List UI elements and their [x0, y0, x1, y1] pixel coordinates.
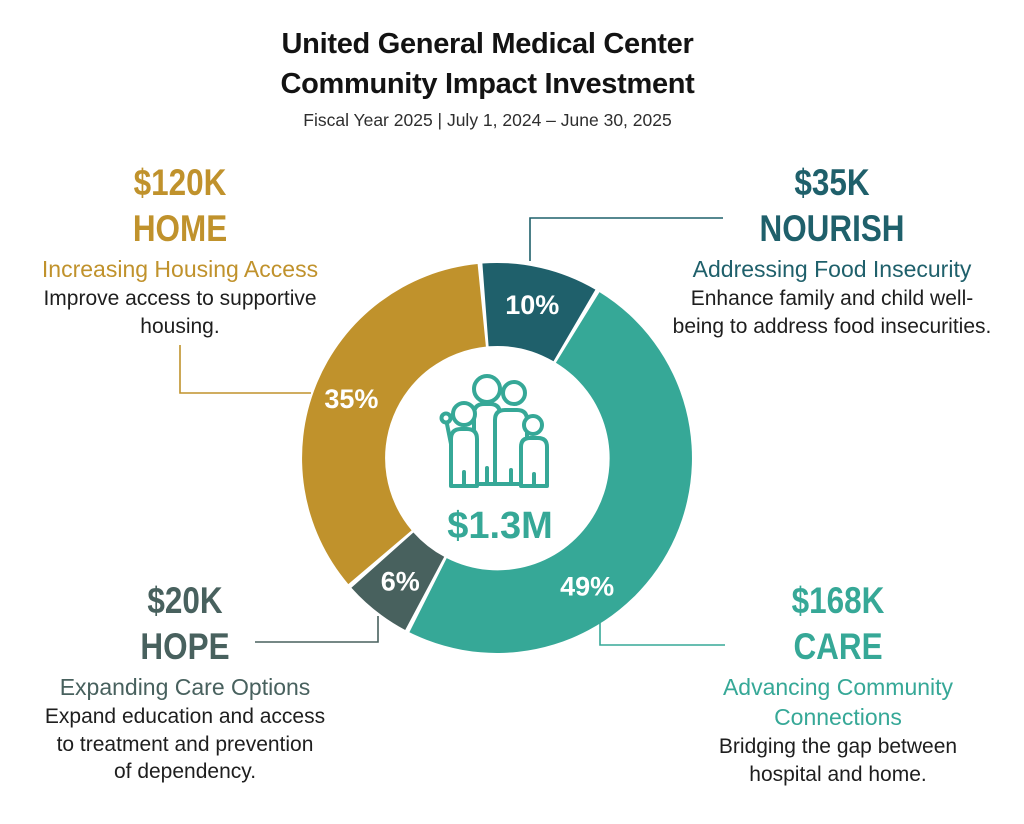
segment-percent-label-nourish: 10%: [505, 290, 559, 320]
donut-segment-nourish: [482, 262, 596, 362]
care-tagline: Advancing Community Connections: [722, 674, 954, 730]
hope-tagline: Expanding Care Options: [59, 674, 311, 700]
donut-segment-care: [409, 292, 692, 653]
home-amount: $120K: [133, 162, 227, 203]
callout-home: $120K HOME Increasing Housing Access Imp…: [10, 160, 350, 340]
nourish-description: Enhance family and child well- being to …: [672, 287, 992, 338]
callout-hope: $20K HOPE Expanding Care Options Expand …: [15, 578, 355, 786]
segment-percent-label-hope: 6%: [381, 567, 420, 597]
home-tagline: Increasing Housing Access: [41, 256, 319, 282]
family-icon: [439, 374, 549, 488]
page-title-line1: United General Medical Center: [281, 28, 694, 60]
page-title-line2: Community Impact Investment: [280, 68, 695, 100]
care-description: Bridging the gap between hospital and ho…: [718, 735, 958, 786]
donut-segment-home: [302, 264, 486, 585]
callout-connector-home: [179, 345, 311, 394]
header: United General Medical Center Community …: [0, 24, 975, 132]
nourish-amount: $35K: [794, 162, 870, 203]
donut-segment-hope: [351, 532, 445, 630]
nourish-tagline: Addressing Food Insecurity: [692, 256, 972, 282]
callout-connector-hope: [255, 616, 379, 643]
care-name: CARE: [793, 626, 883, 667]
hope-description: Expand education and access to treatment…: [44, 705, 326, 783]
care-amount: $168K: [791, 580, 885, 621]
home-name: HOME: [132, 208, 228, 249]
callout-connector-nourish: [529, 217, 723, 261]
segment-percent-label-home: 35%: [324, 384, 378, 414]
hope-name: HOPE: [140, 626, 230, 667]
callout-nourish: $35K NOURISH Addressing Food Insecurity …: [662, 160, 1002, 340]
nourish-name: NOURISH: [759, 208, 905, 249]
total-investment-label: $1.3M: [447, 505, 553, 547]
hope-amount: $20K: [147, 580, 223, 621]
segment-percent-label-care: 49%: [560, 572, 614, 602]
fiscal-year-subtitle: Fiscal Year 2025 | July 1, 2024 – June 3…: [303, 110, 672, 130]
callout-connector-care: [599, 621, 725, 646]
home-description: Improve access to supportive housing.: [43, 287, 317, 338]
callout-care: $168K CARE Advancing Community Connectio…: [668, 578, 1008, 788]
